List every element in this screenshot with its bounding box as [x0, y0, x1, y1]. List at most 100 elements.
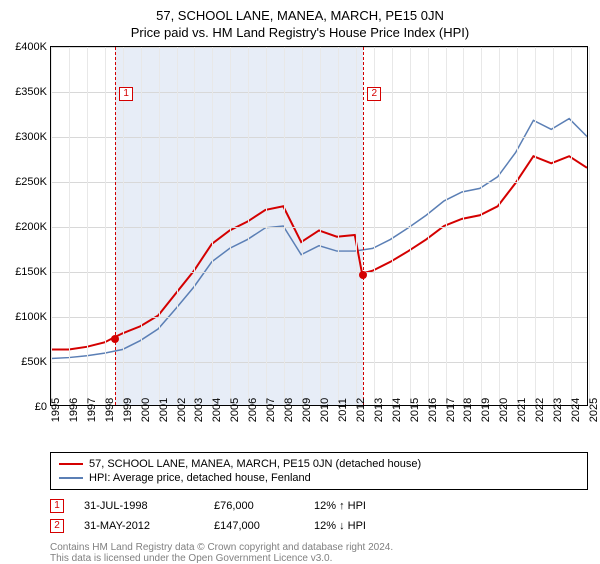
gridline-h	[51, 362, 587, 363]
gridline-v	[571, 47, 572, 405]
transaction-delta: 12% ↓ HPI	[314, 520, 366, 532]
legend-label: HPI: Average price, detached house, Fenl…	[89, 472, 311, 484]
gridline-v	[410, 47, 411, 405]
gridline-v	[87, 47, 88, 405]
x-axis-label: 2014	[391, 398, 403, 422]
x-axis-label: 1999	[122, 398, 134, 422]
marker-line-1	[115, 47, 116, 405]
gridline-v	[463, 47, 464, 405]
x-axis-label: 2007	[265, 398, 277, 422]
series-property	[51, 156, 587, 349]
x-axis-label: 2000	[140, 398, 152, 422]
x-axis-label: 2024	[570, 398, 582, 422]
gridline-v	[517, 47, 518, 405]
y-axis-label: £100K	[15, 311, 47, 323]
x-axis-label: 1995	[50, 398, 62, 422]
transaction-price: £76,000	[214, 500, 294, 512]
x-axis-label: 2016	[427, 398, 439, 422]
y-axis-label: £150K	[15, 266, 47, 278]
marker-point-1	[111, 335, 119, 343]
x-axis-label: 1997	[86, 398, 98, 422]
x-axis-label: 2017	[445, 398, 457, 422]
gridline-v	[266, 47, 267, 405]
marker-box-1: 1	[119, 87, 133, 101]
x-axis-label: 2002	[176, 398, 188, 422]
marker-point-2	[359, 271, 367, 279]
legend: 57, SCHOOL LANE, MANEA, MARCH, PE15 0JN …	[50, 452, 588, 490]
x-axis-label: 2011	[337, 398, 349, 422]
y-axis-label: £300K	[15, 131, 47, 143]
legend-item: 57, SCHOOL LANE, MANEA, MARCH, PE15 0JN …	[59, 457, 579, 471]
transaction-price: £147,000	[214, 520, 294, 532]
x-axis-label: 2019	[480, 398, 492, 422]
x-axis-label: 2005	[229, 398, 241, 422]
x-axis-label: 2001	[158, 398, 170, 422]
gridline-v	[338, 47, 339, 405]
gridline-v	[356, 47, 357, 405]
x-axis-label: 2022	[534, 398, 546, 422]
gridline-v	[589, 47, 590, 405]
gridline-v	[248, 47, 249, 405]
y-axis-label: £0	[35, 401, 47, 413]
gridline-v	[446, 47, 447, 405]
x-axis-label: 1996	[68, 398, 80, 422]
x-axis-label: 2021	[516, 398, 528, 422]
x-axis-label: 2004	[211, 398, 223, 422]
transactions-table: 1 31-JUL-1998 £76,000 12% ↑ HPI 2 31-MAY-2012…	[50, 496, 588, 536]
chart-plot-area: £0£50K£100K£150K£200K£250K£300K£350K£400…	[50, 46, 588, 406]
x-axis-label: 2006	[247, 398, 259, 422]
y-axis-label: £200K	[15, 221, 47, 233]
y-axis-label: £250K	[15, 176, 47, 188]
x-axis-label: 2013	[373, 398, 385, 422]
y-axis-label: £400K	[15, 41, 47, 53]
legend-swatch	[59, 463, 83, 465]
chart-title: 57, SCHOOL LANE, MANEA, MARCH, PE15 0JN	[0, 0, 600, 23]
gridline-h	[51, 137, 587, 138]
x-axis-label: 2003	[193, 398, 205, 422]
gridline-v	[159, 47, 160, 405]
x-axis-label: 2015	[409, 398, 421, 422]
gridline-v	[194, 47, 195, 405]
gridline-v	[212, 47, 213, 405]
gridline-v	[141, 47, 142, 405]
gridline-v	[535, 47, 536, 405]
transaction-delta: 12% ↑ HPI	[314, 500, 366, 512]
footer-line-1: Contains HM Land Registry data © Crown c…	[50, 542, 588, 553]
legend-swatch	[59, 477, 83, 479]
transaction-date: 31-MAY-2012	[84, 520, 194, 532]
gridline-v	[69, 47, 70, 405]
gridline-v	[428, 47, 429, 405]
footer-line-2: This data is licensed under the Open Gov…	[50, 553, 588, 564]
legend-item: HPI: Average price, detached house, Fenl…	[59, 471, 579, 485]
gridline-h	[51, 317, 587, 318]
gridline-h	[51, 272, 587, 273]
x-axis-label: 2010	[319, 398, 331, 422]
marker-box-2: 2	[367, 87, 381, 101]
gridline-v	[553, 47, 554, 405]
y-axis-label: £50K	[21, 356, 47, 368]
x-axis-label: 2008	[283, 398, 295, 422]
legend-label: 57, SCHOOL LANE, MANEA, MARCH, PE15 0JN …	[89, 458, 421, 470]
chart-subtitle: Price paid vs. HM Land Registry's House …	[0, 23, 600, 46]
y-axis-label: £350K	[15, 86, 47, 98]
gridline-v	[481, 47, 482, 405]
gridline-v	[302, 47, 303, 405]
gridline-v	[51, 47, 52, 405]
gridline-v	[105, 47, 106, 405]
gridline-v	[499, 47, 500, 405]
transaction-row: 2 31-MAY-2012 £147,000 12% ↓ HPI	[50, 516, 588, 536]
x-axis-label: 2009	[301, 398, 313, 422]
x-axis-label: 2018	[462, 398, 474, 422]
x-axis-labels: 1995199619971998199920002001200220032004…	[50, 406, 588, 446]
gridline-v	[284, 47, 285, 405]
transaction-marker-box: 2	[50, 519, 64, 533]
gridline-h	[51, 227, 587, 228]
transaction-marker-box: 1	[50, 499, 64, 513]
transaction-date: 31-JUL-1998	[84, 500, 194, 512]
x-axis-label: 2020	[498, 398, 510, 422]
gridline-h	[51, 182, 587, 183]
gridline-v	[177, 47, 178, 405]
gridline-h	[51, 47, 587, 48]
x-axis-label: 2023	[552, 398, 564, 422]
x-axis-label: 2012	[355, 398, 367, 422]
